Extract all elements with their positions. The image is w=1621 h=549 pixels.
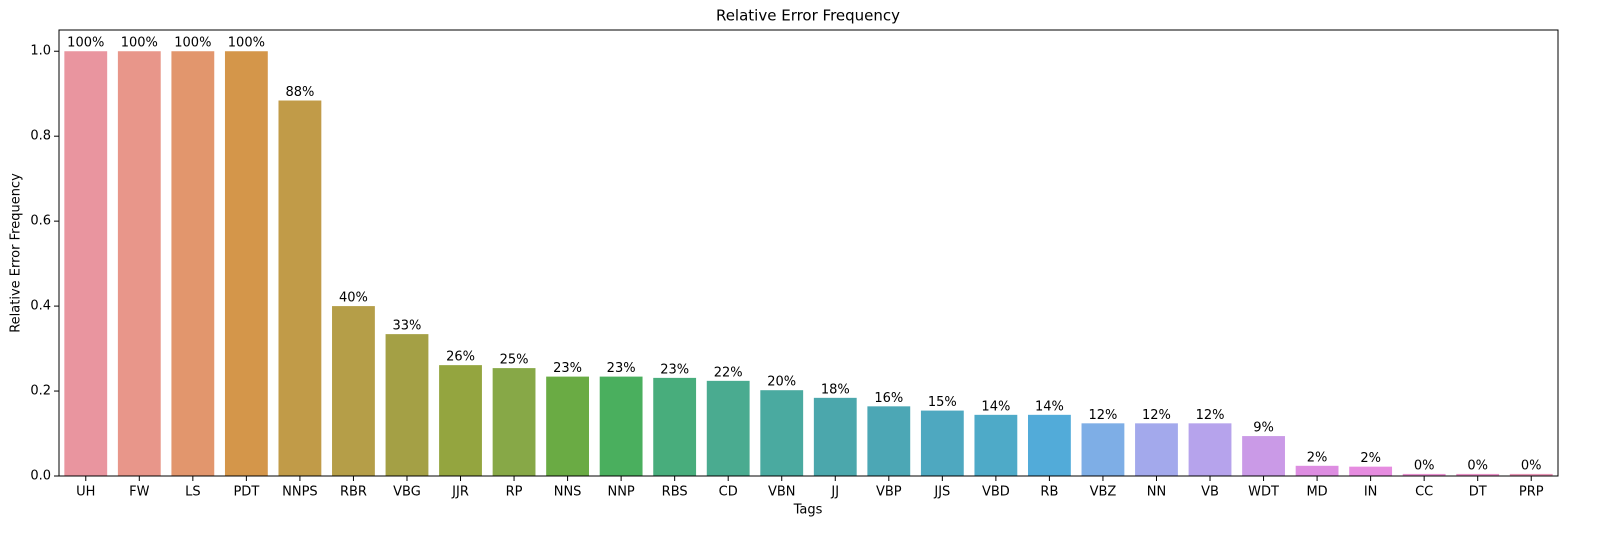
value-label: 14% (1035, 399, 1064, 414)
bar (760, 390, 804, 476)
x-tick-label: VBZ (1090, 485, 1117, 500)
bar (171, 51, 215, 476)
bar (1456, 473, 1500, 476)
bar (599, 376, 643, 476)
x-tick-label: CD (719, 485, 738, 500)
x-tick-label: FW (129, 485, 149, 500)
bar (64, 51, 108, 476)
value-label: 0% (1414, 458, 1435, 473)
x-tick-label: DT (1469, 485, 1487, 500)
value-label: 20% (767, 375, 796, 390)
x-tick-label: RB (1040, 485, 1058, 500)
x-tick-label: JJR (451, 485, 469, 500)
value-label: 12% (1142, 408, 1171, 423)
y-tick-label: 0.8 (30, 129, 51, 144)
value-label: 18% (821, 382, 850, 397)
y-tick-label: 0.0 (30, 469, 51, 484)
bar (867, 406, 911, 476)
x-tick-label: NNPS (282, 485, 318, 500)
value-label: 2% (1307, 450, 1328, 465)
y-tick-label: 0.4 (30, 299, 51, 314)
bar (706, 380, 750, 476)
value-label: 100% (174, 36, 211, 51)
x-tick-label: VBN (768, 485, 796, 500)
value-label: 88% (285, 85, 314, 100)
bar (224, 51, 268, 476)
bar (278, 100, 322, 477)
bar (1295, 465, 1339, 476)
bar (385, 334, 429, 476)
value-label: 25% (500, 353, 529, 368)
x-tick-label: PDT (233, 485, 259, 500)
bar (974, 414, 1018, 476)
x-tick-label: VB (1201, 485, 1219, 500)
y-axis-label: Relative Error Frequency (9, 173, 24, 333)
value-label: 40% (339, 291, 368, 306)
bar (1242, 436, 1285, 476)
value-label: 16% (874, 391, 903, 406)
value-label: 0% (1467, 458, 1488, 473)
x-tick-label: JJ (830, 485, 839, 500)
bar (920, 410, 964, 476)
y-tick-label: 1.0 (30, 44, 51, 59)
bar (546, 376, 590, 476)
x-tick-label: UH (76, 485, 95, 500)
bar (1081, 423, 1125, 476)
x-tick-label: PRP (1519, 485, 1544, 500)
value-label: 12% (1088, 408, 1117, 423)
value-label: 26% (446, 350, 475, 365)
x-tick-label: RBR (340, 485, 367, 500)
x-tick-label: NNS (554, 485, 582, 500)
x-tick-label: CC (1415, 485, 1433, 500)
value-label: 22% (714, 365, 743, 380)
bar (439, 365, 482, 476)
x-tick-label: VBD (982, 485, 1010, 500)
value-label: 2% (1360, 451, 1381, 466)
x-tick-label: LS (185, 485, 201, 500)
value-label: 0% (1521, 458, 1542, 473)
x-axis-label: Tags (793, 503, 823, 518)
x-tick-label: NNP (607, 485, 634, 500)
value-label: 12% (1196, 408, 1225, 423)
plot-frame (58, 29, 1559, 477)
bar (1135, 423, 1178, 476)
bar (1027, 414, 1071, 476)
x-tick-label: RBS (662, 485, 688, 500)
x-tick-label: VBG (393, 485, 421, 500)
value-label: 14% (981, 399, 1010, 414)
bar (813, 397, 857, 476)
value-label: 23% (660, 362, 689, 377)
value-label: 23% (553, 361, 582, 376)
bar (1402, 473, 1446, 476)
value-label: 100% (228, 36, 265, 51)
x-tick-label: RP (506, 485, 523, 500)
x-tick-label: JJS (933, 485, 950, 500)
y-tick-label: 0.2 (30, 384, 51, 399)
value-label: 100% (121, 36, 158, 51)
value-label: 23% (607, 361, 636, 376)
x-tick-label: NN (1147, 485, 1166, 500)
bar (332, 306, 375, 476)
bar (1349, 466, 1393, 476)
value-label: 9% (1253, 421, 1274, 436)
x-tick-label: WDT (1248, 485, 1279, 500)
bar (653, 377, 697, 476)
y-tick-label: 0.6 (30, 214, 51, 229)
bar (117, 51, 161, 476)
x-tick-label: VBP (876, 485, 902, 500)
bar (492, 368, 536, 476)
x-tick-label: IN (1364, 485, 1378, 500)
chart-title: Relative Error Frequency (716, 7, 900, 25)
value-label: 100% (67, 36, 104, 51)
value-label: 15% (928, 395, 957, 410)
value-label: 33% (393, 319, 422, 334)
x-tick-label: MD (1306, 485, 1327, 500)
bar (1188, 423, 1232, 476)
bar (1509, 473, 1553, 476)
